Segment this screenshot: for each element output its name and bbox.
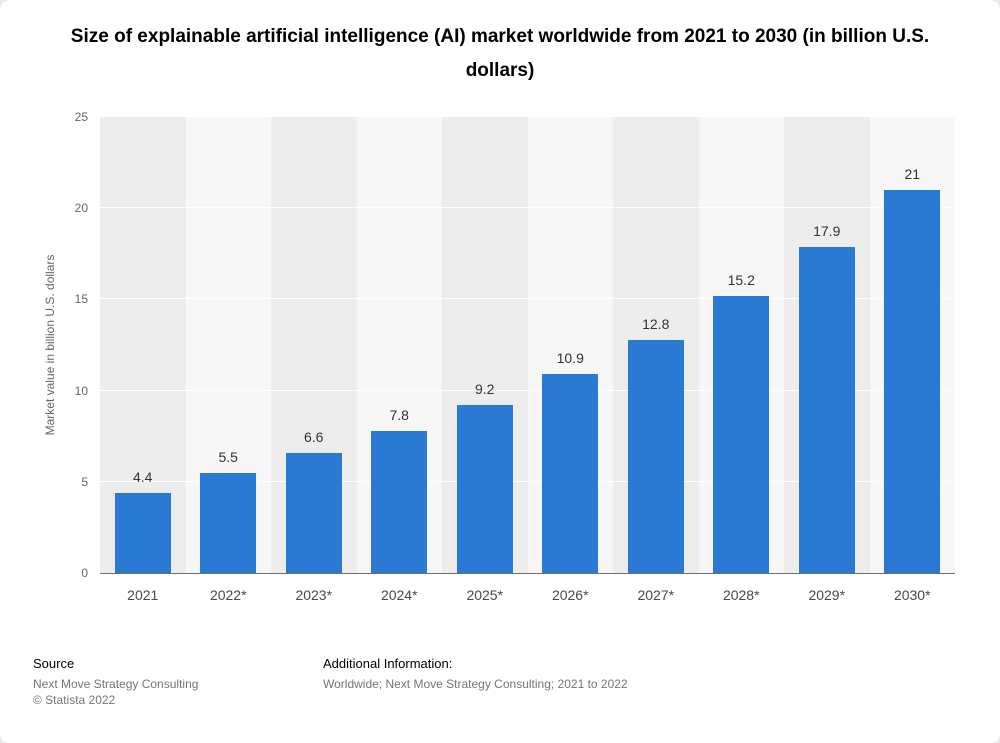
bar-value-label: 17.9	[813, 222, 841, 239]
x-tick-label: 2021	[127, 587, 159, 603]
bar-2029*: 17.9	[798, 223, 855, 573]
bar-2025*: 9.2	[456, 381, 513, 573]
y-tick-label: 15	[74, 292, 88, 307]
copyright-text: © Statista 2022	[33, 693, 116, 707]
bar-2028*: 15.2	[713, 272, 770, 573]
bar-value-label: 6.6	[304, 428, 324, 445]
gridline	[100, 389, 955, 391]
plot-column: 12.8	[613, 117, 699, 573]
x-tick-label: 2030*	[893, 587, 931, 603]
bar-2030*: 21	[884, 166, 941, 573]
bar-2024*: 7.8	[371, 407, 428, 573]
bar-2026*: 10.9	[542, 350, 599, 573]
y-tick-label: 10	[74, 383, 88, 398]
y-axis-ticks: 0 5 10 15 20 25	[40, 110, 88, 580]
plot-column: 21	[869, 117, 955, 573]
bar-value-label: 5.5	[218, 448, 238, 465]
bar-2027*: 12.8	[627, 316, 684, 573]
bar-value-label: 4.4	[133, 468, 153, 485]
bar-value-label: 21	[904, 165, 921, 182]
plot-column: 7.8	[356, 117, 442, 573]
chart-title: Size of explainable artificial intellige…	[70, 26, 930, 82]
plot-column: 6.6	[271, 117, 357, 573]
bar-value-label: 7.8	[389, 406, 409, 423]
source-label: Source	[33, 656, 75, 671]
bar-value-label: 10.9	[556, 350, 584, 367]
y-tick-label: 0	[81, 566, 88, 580]
y-tick-label: 5	[81, 474, 88, 489]
y-tick-label: 25	[74, 110, 88, 124]
additional-info-text: Worldwide; Next Move Strategy Consulting…	[323, 677, 628, 691]
plot-area: 4.4 5.5 6.6 7.8 9.2 10.9 12.8 15.2 17.9 21	[100, 116, 955, 574]
plot-column: 9.2	[442, 117, 528, 573]
x-tick-label: 2029*	[808, 587, 846, 603]
x-tick-label: 2025*	[466, 587, 504, 603]
gridline	[100, 480, 955, 482]
bar-value-label: 15.2	[727, 271, 755, 288]
plot-column: 4.4	[100, 117, 186, 573]
gridline	[100, 298, 955, 300]
bar-value-label: 9.2	[475, 381, 495, 398]
x-tick-label: 2023*	[295, 587, 333, 603]
gridline	[100, 116, 955, 117]
additional-info-label: Additional Information:	[323, 656, 453, 671]
bar-2022*: 5.5	[200, 449, 257, 573]
x-tick-label: 2024*	[380, 587, 418, 603]
y-tick-label: 20	[74, 201, 88, 216]
source-block: Source Next Move Strategy Consulting © S…	[33, 656, 198, 708]
plot-column: 17.9	[784, 117, 870, 573]
x-axis-labels: 2021 2022* 2023* 2024* 2025* 2026* 2027* 2028* 2…	[100, 574, 955, 603]
x-tick-label: 2026*	[551, 587, 589, 603]
x-tick-label: 2027*	[637, 587, 675, 603]
source-name: Next Move Strategy Consulting	[33, 677, 199, 691]
plot-column: 10.9	[527, 117, 613, 573]
additional-info-block: Additional Information: Worldwide; Next …	[323, 656, 628, 692]
bar-2021: 4.4	[114, 469, 171, 573]
bar-2023*: 6.6	[285, 429, 342, 573]
bar-value-label: 12.8	[642, 315, 670, 332]
plot-column: 15.2	[698, 117, 784, 573]
x-tick-label: 2028*	[722, 587, 760, 603]
x-tick-label: 2022*	[209, 587, 247, 603]
gridline	[100, 207, 955, 209]
plot-column: 5.5	[185, 117, 271, 573]
